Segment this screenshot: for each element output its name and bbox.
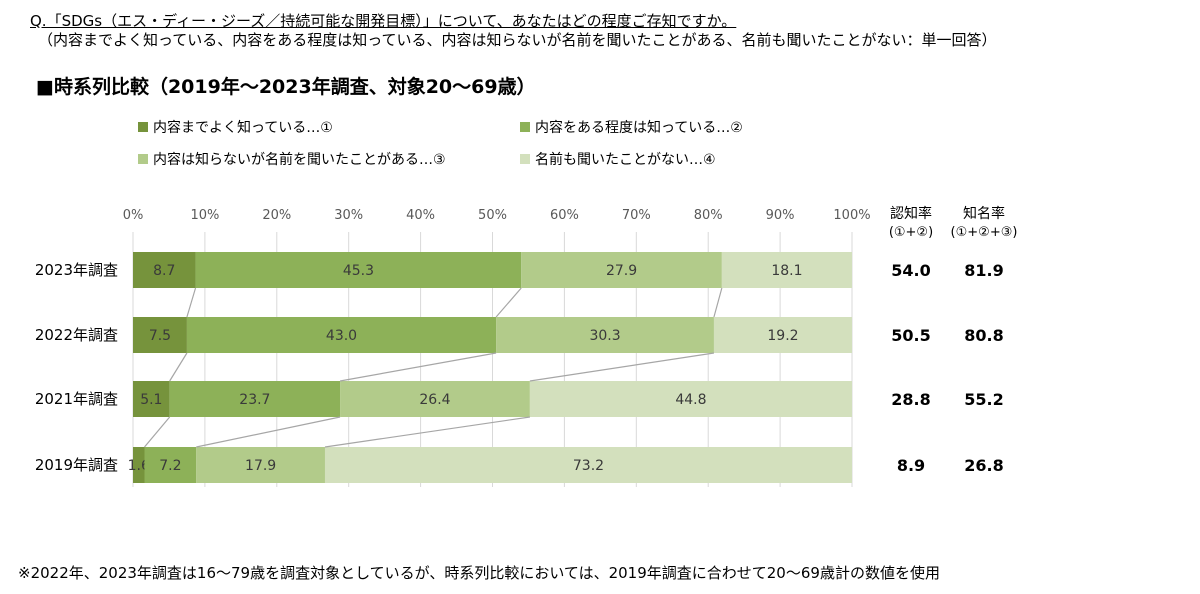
legend-swatch-1	[138, 122, 148, 132]
summary-value-2-3: 55.2	[964, 390, 1003, 409]
bar-segment-1-4	[721, 252, 852, 288]
connector-line-3-3	[324, 416, 530, 448]
summary-subheader-1: (①+②)	[889, 225, 933, 240]
connector-line-1-3	[713, 287, 723, 318]
bar-segment-1-3	[521, 252, 722, 288]
x-tick-label-4: 40%	[406, 208, 435, 223]
bar-segment-4-3	[196, 447, 325, 483]
connector-line-1-1	[186, 287, 197, 318]
x-tick-label-2: 20%	[262, 208, 291, 223]
bar-value-label-3-4: 44.8	[675, 392, 706, 408]
bar-value-label-2-1: 7.5	[149, 328, 171, 344]
legend-swatch-4	[520, 154, 530, 164]
bar-value-label-1-2: 45.3	[343, 263, 374, 279]
bar-segment-4-4	[324, 447, 852, 483]
summary-value-2-1: 81.9	[964, 261, 1003, 280]
bar-segment-3-3	[340, 381, 530, 417]
connector-line-2-1	[169, 352, 188, 382]
x-tick-label-1: 10%	[190, 208, 219, 223]
footnote: ※2022年、2023年調査は16～79歳を調査対象としているが、時系列比較にお…	[18, 564, 940, 582]
summary-value-1-4: 8.9	[897, 456, 925, 475]
legend-swatch-3	[138, 154, 148, 164]
legend-label-4: 名前も聞いたことがない…④	[535, 151, 716, 168]
x-tick-label-6: 60%	[550, 208, 579, 223]
legend-label-2: 内容をある程度は知っている…②	[535, 119, 743, 136]
connector-line-3-1	[144, 416, 171, 448]
bar-segment-1-1	[133, 252, 196, 288]
bar-segment-4-2	[144, 447, 197, 483]
question-title: Q.「SDGs（エス・ディー・ジーズ／持続可能な開発目標）」について、あなたはど…	[30, 12, 737, 30]
connector-line-1-2	[495, 287, 522, 318]
bar-segment-2-3	[496, 317, 714, 353]
bar-value-label-4-3: 17.9	[245, 458, 276, 474]
category-label-3: 2021年調査	[35, 390, 118, 408]
x-tick-label-7: 70%	[622, 208, 651, 223]
bar-value-label-3-2: 23.7	[239, 392, 270, 408]
summary-value-1-2: 50.5	[891, 326, 930, 345]
x-tick-label-10: 100%	[833, 208, 870, 223]
summary-header-1: 認知率	[890, 205, 932, 222]
bar-value-label-2-3: 30.3	[589, 328, 620, 344]
bar-value-label-4-2: 7.2	[159, 458, 181, 474]
bar-value-label-4-4: 73.2	[573, 458, 604, 474]
bar-segment-2-4	[713, 317, 852, 353]
bar-value-label-1-1: 8.7	[153, 263, 175, 279]
summary-value-2-4: 26.8	[964, 456, 1003, 475]
bar-value-label-3-3: 26.4	[419, 392, 450, 408]
legend-swatch-2	[520, 122, 530, 132]
x-tick-label-5: 50%	[478, 208, 507, 223]
bar-value-label-3-1: 5.1	[140, 392, 162, 408]
bar-segment-3-2	[169, 381, 341, 417]
question-subtitle: （内容までよく知っている、内容をある程度は知っている、内容は知らないが名前を聞い…	[38, 31, 997, 49]
summary-value-1-3: 28.8	[891, 390, 930, 409]
bar-value-label-1-3: 27.9	[606, 263, 637, 279]
x-tick-label-9: 90%	[766, 208, 795, 223]
bar-segment-2-1	[133, 317, 187, 353]
bar-value-label-2-2: 43.0	[326, 328, 357, 344]
summary-value-2-2: 80.8	[964, 326, 1003, 345]
bar-segment-1-2	[195, 252, 522, 288]
summary-header-2: 知名率	[963, 205, 1005, 222]
connector-line-2-3	[529, 352, 715, 382]
section-title: ■時系列比較（2019年～2023年調査、対象20～69歳）	[36, 76, 536, 98]
x-tick-label-0: 0%	[123, 208, 144, 223]
bar-value-label-4-1: 1.6	[128, 458, 150, 474]
x-tick-label-8: 80%	[694, 208, 723, 223]
connector-line-2-2	[339, 352, 497, 382]
summary-subheader-2: (①+②+③)	[951, 225, 1018, 240]
category-label-2: 2022年調査	[35, 326, 118, 344]
bar-segment-3-1	[133, 381, 170, 417]
category-label-4: 2019年調査	[35, 456, 118, 474]
bar-segment-4-1	[133, 447, 145, 483]
legend-label-3: 内容は知らないが名前を聞いたことがある…③	[153, 151, 446, 168]
x-tick-label-3: 30%	[334, 208, 363, 223]
bar-segment-3-4	[529, 381, 852, 417]
connector-line-3-2	[196, 416, 341, 448]
bar-value-label-1-4: 18.1	[771, 263, 802, 279]
bar-segment-2-2	[186, 317, 497, 353]
category-label-1: 2023年調査	[35, 261, 118, 279]
bar-value-label-2-4: 19.2	[767, 328, 798, 344]
legend-label-1: 内容までよく知っている…①	[153, 119, 333, 136]
summary-value-1-1: 54.0	[891, 261, 930, 280]
